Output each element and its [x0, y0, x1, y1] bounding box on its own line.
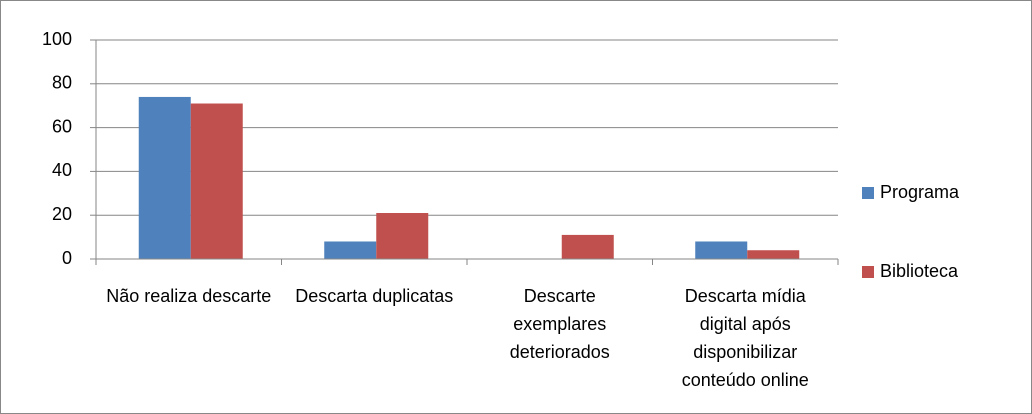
x-tick-label: Descarta duplicatas: [295, 286, 453, 306]
y-tick-label: 20: [52, 204, 72, 224]
legend-label: Programa: [880, 182, 960, 202]
x-tick-label: Não realiza descarte: [106, 286, 271, 306]
legend-swatch: [862, 266, 874, 278]
x-tick-label: Descarte exemplares deteriorados: [510, 286, 610, 362]
bar: [695, 241, 748, 259]
x-tick-label: Descarta mídia digital após disponibilizar…: [682, 286, 809, 390]
bar: [324, 241, 377, 259]
bar: [561, 234, 614, 259]
y-tick-label: 100: [42, 29, 72, 49]
bar: [376, 213, 429, 259]
bar: [190, 103, 243, 259]
legend-label: Biblioteca: [880, 261, 959, 281]
y-tick-label: 80: [52, 73, 72, 93]
bar: [138, 96, 191, 259]
y-tick-label: 40: [52, 160, 72, 180]
y-tick-label: 0: [62, 248, 72, 268]
legend-swatch: [862, 187, 874, 199]
y-tick-label: 60: [52, 116, 72, 136]
bar: [747, 250, 800, 259]
